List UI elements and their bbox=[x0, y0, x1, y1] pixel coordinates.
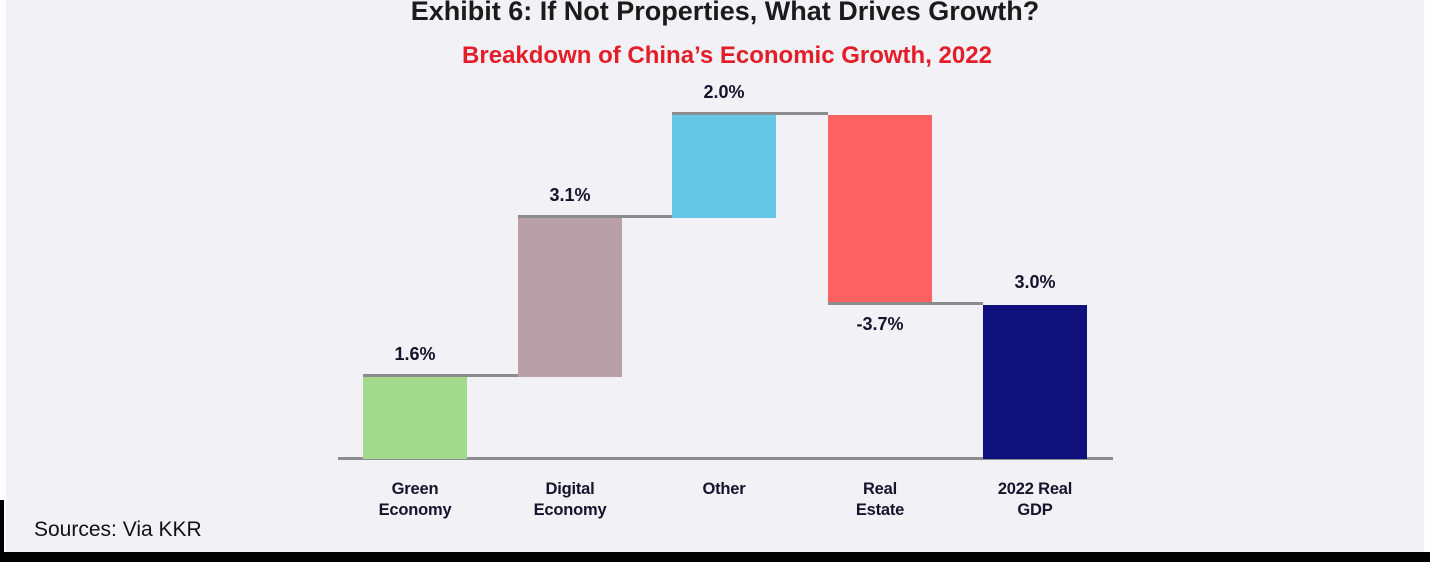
bottom-border-bar bbox=[0, 552, 1430, 562]
connector-line bbox=[363, 373, 518, 377]
value-label: 3.1% bbox=[549, 184, 591, 205]
source-note: Sources: Via KKR bbox=[34, 518, 202, 541]
category-label-real-estate: Real Estate bbox=[855, 480, 905, 519]
chart-subtitle: Breakdown of China’s Economic Growth, 20… bbox=[462, 42, 992, 69]
connector-line bbox=[672, 112, 828, 116]
exhibit-title: Exhibit 6: If Not Properties, What Drive… bbox=[410, 0, 1040, 26]
right-edge-strip bbox=[1424, 0, 1430, 562]
connector-line bbox=[518, 214, 672, 218]
category-label-2022-real-gdp: 2022 Real GDP bbox=[997, 480, 1073, 519]
value-label: 2.0% bbox=[703, 82, 745, 103]
category-label-digital-economy: Digital Economy bbox=[533, 480, 607, 519]
bar-digital-economy bbox=[518, 217, 622, 377]
bar-green-economy bbox=[363, 376, 467, 459]
category-label-green-economy: Green Economy bbox=[378, 480, 452, 519]
bar-real-estate bbox=[828, 115, 932, 306]
value-label: -3.7% bbox=[856, 314, 904, 335]
value-label: 3.0% bbox=[1014, 272, 1056, 293]
bar-2022-real-gdp bbox=[983, 305, 1087, 459]
x-axis-line bbox=[338, 457, 1113, 460]
left-edge-strip bbox=[0, 0, 6, 562]
category-label-other: Other bbox=[702, 480, 746, 498]
bar-other bbox=[672, 115, 776, 218]
left-border-segment bbox=[0, 500, 4, 552]
value-label: 1.6% bbox=[394, 343, 436, 364]
connector-line bbox=[828, 302, 983, 306]
